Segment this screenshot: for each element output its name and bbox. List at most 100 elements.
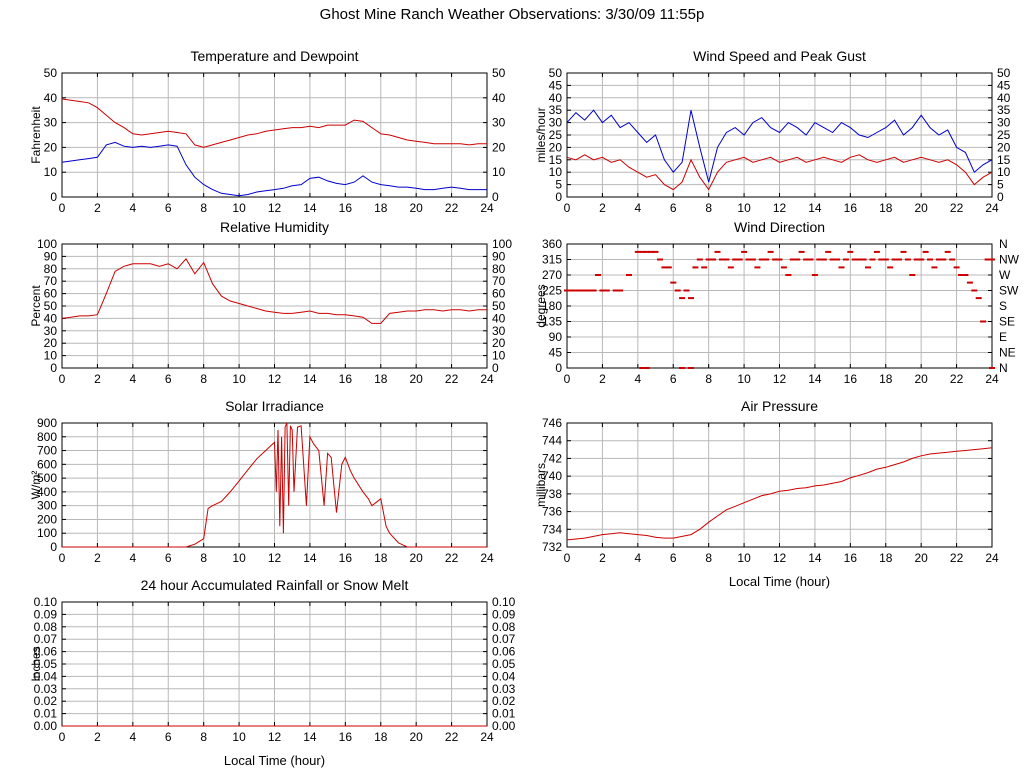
svg-text:0.00: 0.00 [492, 719, 516, 733]
svg-text:10: 10 [737, 551, 751, 565]
svg-text:40: 40 [44, 311, 58, 325]
svg-text:4: 4 [129, 551, 136, 565]
svg-text:2: 2 [94, 730, 101, 744]
svg-text:0.01: 0.01 [492, 707, 516, 721]
svg-text:5: 5 [997, 178, 1004, 192]
svg-text:16: 16 [339, 201, 353, 215]
svg-text:6: 6 [165, 201, 172, 215]
chart-winddirection: Wind Direction degrees 0 2 4 6 8 10 12 14 16 18 20… [519, 216, 1024, 395]
svg-text:0.10: 0.10 [492, 596, 516, 609]
svg-text:0.10: 0.10 [34, 596, 58, 609]
svg-text:0: 0 [492, 190, 499, 204]
svg-text:0.09: 0.09 [34, 607, 58, 621]
svg-text:18: 18 [374, 201, 388, 215]
svg-text:90: 90 [44, 249, 58, 263]
svg-text:90: 90 [492, 249, 506, 263]
svg-text:0: 0 [50, 540, 57, 554]
svg-text:0.04: 0.04 [34, 669, 58, 683]
svg-text:400: 400 [37, 485, 57, 499]
x-axis-label-local-time: Local Time (hour) [223, 753, 326, 768]
svg-text:70: 70 [492, 274, 506, 288]
svg-text:744: 744 [542, 434, 562, 448]
chart-title-temperature: Temperature and Dewpoint [190, 48, 359, 64]
svg-text:0.09: 0.09 [492, 607, 516, 621]
svg-text:20: 20 [44, 336, 58, 350]
svg-text:16: 16 [339, 730, 353, 744]
svg-text:20: 20 [914, 201, 928, 215]
svg-text:0: 0 [555, 361, 562, 375]
svg-text:50: 50 [492, 299, 506, 313]
svg-text:738: 738 [542, 487, 562, 501]
svg-text:0.05: 0.05 [34, 657, 58, 671]
chart-title-humidity: Relative Humidity [220, 219, 329, 235]
svg-text:22: 22 [445, 372, 459, 386]
svg-text:50: 50 [997, 67, 1011, 80]
svg-text:0.06: 0.06 [492, 645, 516, 659]
svg-text:0: 0 [564, 551, 571, 565]
svg-text:700: 700 [37, 444, 57, 458]
series-air-pressure [566, 447, 993, 541]
svg-text:6: 6 [165, 551, 172, 565]
svg-text:135: 135 [542, 315, 562, 329]
y-axis-label-degrees: degrees [534, 284, 548, 328]
svg-text:20: 20 [549, 140, 563, 154]
svg-text:12: 12 [773, 201, 787, 215]
svg-text:10: 10 [44, 165, 58, 179]
svg-text:0.08: 0.08 [34, 620, 58, 634]
svg-text:45: 45 [997, 78, 1011, 92]
svg-text:14: 14 [303, 551, 317, 565]
y-axis-label-inches: Inches [29, 646, 43, 682]
svg-text:10: 10 [232, 551, 246, 565]
svg-text:90: 90 [549, 330, 563, 344]
svg-text:4: 4 [129, 730, 136, 744]
svg-text:10: 10 [549, 165, 563, 179]
svg-text:10: 10 [492, 165, 506, 179]
svg-text:4: 4 [634, 551, 641, 565]
svg-text:30: 30 [44, 116, 58, 130]
svg-text:4: 4 [634, 372, 641, 386]
svg-text:50: 50 [492, 67, 506, 80]
svg-text:12: 12 [773, 551, 787, 565]
svg-text:746: 746 [542, 417, 562, 430]
svg-text:0: 0 [59, 551, 66, 565]
svg-text:14: 14 [808, 551, 822, 565]
svg-text:6: 6 [670, 372, 677, 386]
svg-text:12: 12 [268, 201, 282, 215]
svg-text:800: 800 [37, 430, 57, 444]
svg-text:0.04: 0.04 [492, 669, 516, 683]
svg-text:600: 600 [37, 457, 57, 471]
svg-text:30: 30 [549, 116, 563, 130]
svg-text:22: 22 [950, 201, 964, 215]
svg-text:8: 8 [705, 551, 712, 565]
svg-text:2: 2 [94, 372, 101, 386]
svg-text:20: 20 [409, 372, 423, 386]
svg-text:50: 50 [549, 67, 563, 80]
svg-text:732: 732 [542, 540, 562, 554]
svg-text:0.05: 0.05 [492, 657, 516, 671]
svg-text:20: 20 [492, 140, 506, 154]
svg-text:25: 25 [997, 128, 1011, 142]
svg-text:22: 22 [445, 730, 459, 744]
svg-text:35: 35 [997, 103, 1011, 117]
svg-text:NW: NW [999, 253, 1020, 267]
svg-text:0.02: 0.02 [34, 694, 58, 708]
svg-text:0.08: 0.08 [492, 620, 516, 634]
svg-text:10: 10 [44, 349, 58, 363]
svg-text:8: 8 [705, 372, 712, 386]
svg-text:6: 6 [165, 372, 172, 386]
chart-humidity: Relative Humidity Percent 0 2 4 6 8 10 12 14 16 1… [14, 216, 535, 395]
x-axis-label-local-time: Local Time (hour) [728, 574, 831, 589]
series-solar-irradiance [62, 422, 487, 548]
svg-text:40: 40 [997, 91, 1011, 105]
series-peak-gust [566, 109, 993, 183]
svg-text:22: 22 [445, 201, 459, 215]
pressure-plot: 0 2 4 6 8 10 12 14 16 18 20 22 247327347367387407427… [542, 416, 999, 565]
svg-text:14: 14 [303, 730, 317, 744]
svg-text:22: 22 [445, 551, 459, 565]
svg-text:0: 0 [564, 372, 571, 386]
svg-text:20: 20 [914, 372, 928, 386]
svg-text:4: 4 [129, 201, 136, 215]
svg-text:8: 8 [200, 730, 207, 744]
